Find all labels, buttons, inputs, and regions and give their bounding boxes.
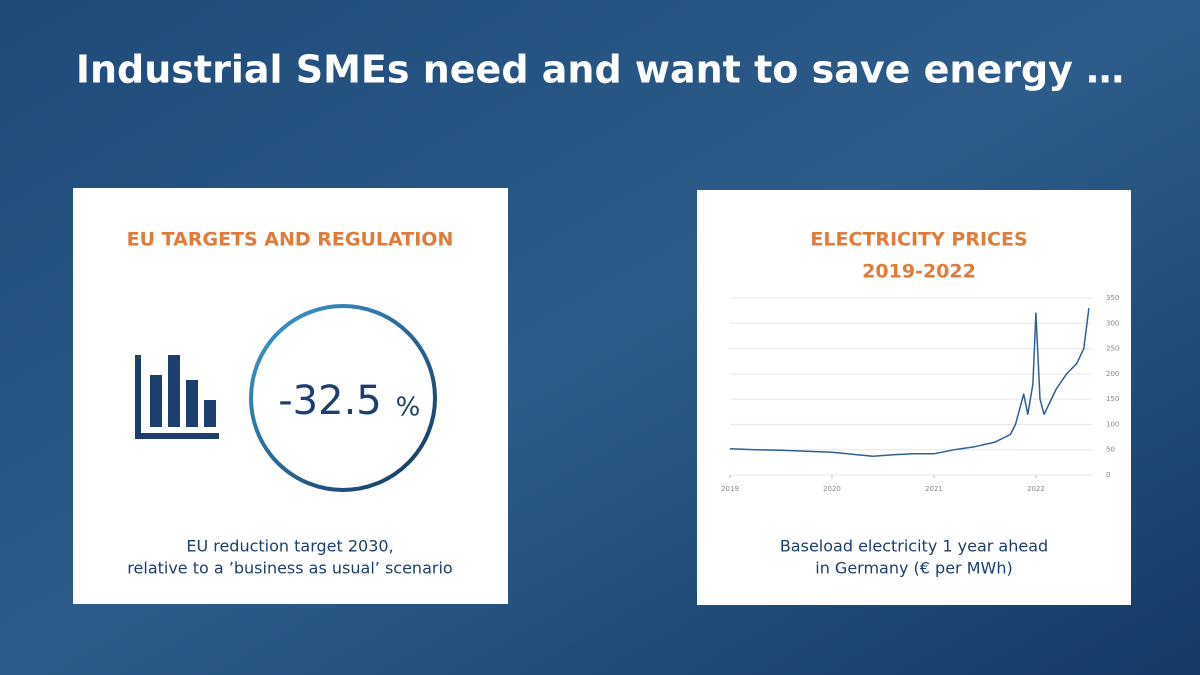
y-tick-label: 100	[1106, 420, 1119, 428]
card-title: 2019-2022	[862, 261, 976, 283]
x-tick-label: 2022	[1027, 485, 1045, 493]
price-line	[729, 308, 1090, 458]
y-tick-label: 300	[1106, 319, 1119, 327]
price-chart: 0 50 100 150 200 250 300 350 2019 2020 2021 2022	[721, 294, 1119, 493]
card-caption: in Germany (€ per MWh)	[815, 559, 1012, 578]
card-title: ELECTRICITY PRICES	[810, 229, 1027, 251]
figure-value: -32.5	[278, 378, 382, 424]
card-caption: EU reduction target 2030,	[186, 537, 393, 556]
card-caption: Baseload electricity 1 year ahead	[780, 537, 1048, 556]
x-tick-label: 2021	[925, 485, 943, 493]
chart-icon	[135, 355, 219, 439]
y-tick-label: 250	[1106, 345, 1119, 353]
x-tick-label: 2020	[823, 485, 841, 493]
right-card	[697, 190, 1131, 605]
y-tick-label: 200	[1106, 370, 1119, 378]
card-caption: relative to a ’business as usual’ scenar…	[127, 559, 452, 578]
y-tick-label: 350	[1106, 294, 1119, 302]
x-tick-label: 2019	[721, 485, 739, 493]
y-tick-label: 0	[1106, 471, 1110, 479]
y-tick-label: 150	[1106, 395, 1119, 403]
y-tick-label: 50	[1106, 446, 1115, 454]
figure-unit: %	[396, 393, 421, 423]
card-title: EU TARGETS AND REGULATION	[127, 229, 454, 251]
slide-title: Industrial SMEs need and want to save en…	[76, 48, 1124, 92]
figure-ring	[249, 304, 437, 492]
